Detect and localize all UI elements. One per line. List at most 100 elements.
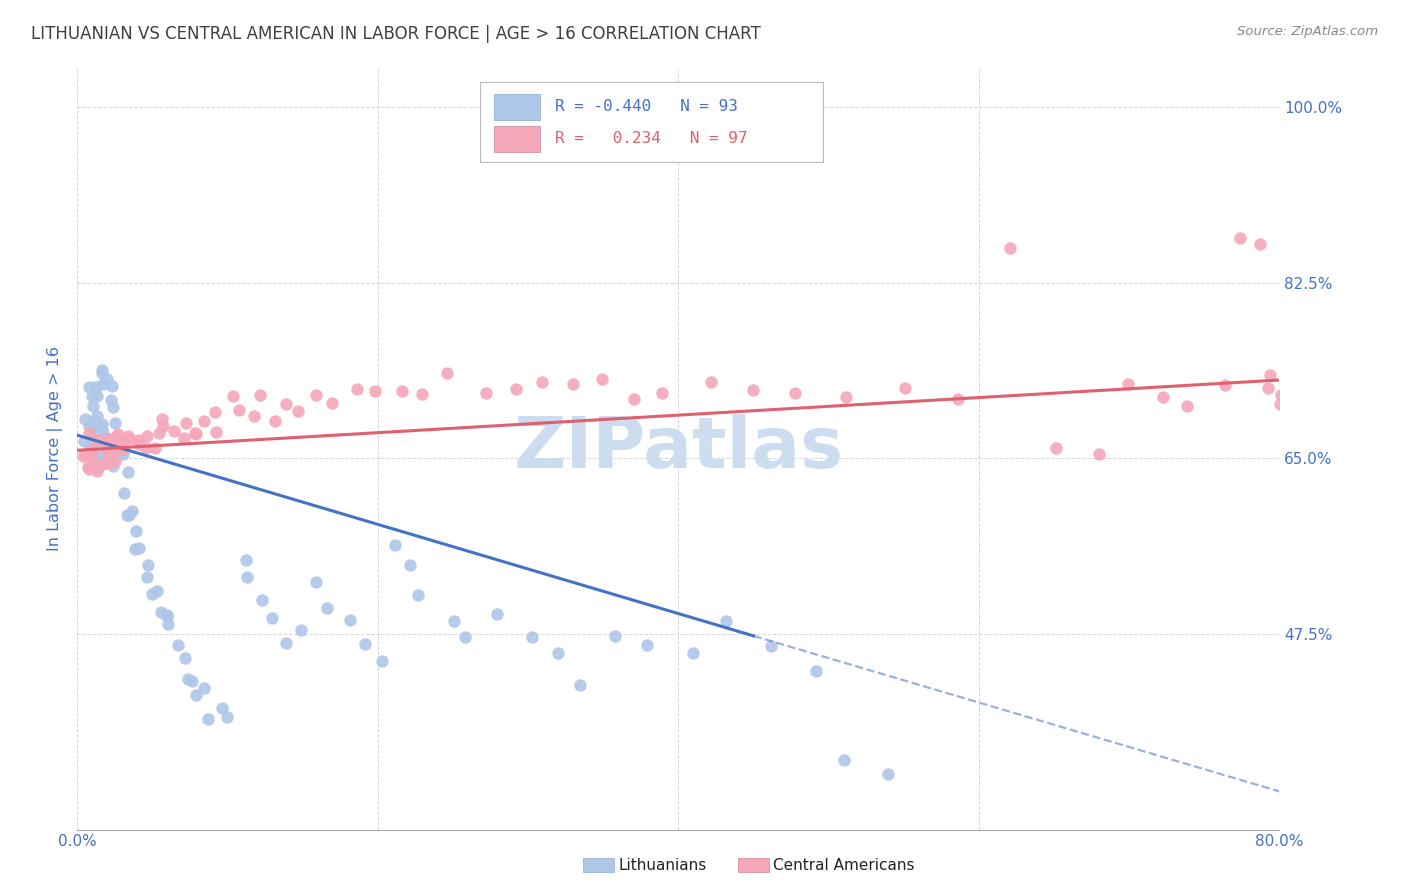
Point <box>522 630 544 644</box>
Point <box>399 558 422 573</box>
Text: R = -0.440   N = 93: R = -0.440 N = 93 <box>554 99 738 114</box>
Point <box>783 386 806 401</box>
Point <box>111 435 134 450</box>
Point <box>346 382 368 396</box>
Point <box>804 664 827 678</box>
Point <box>86 464 108 478</box>
Point <box>287 404 309 418</box>
Point <box>84 380 107 394</box>
Point <box>156 608 179 623</box>
Point <box>406 588 429 602</box>
Point <box>110 442 132 457</box>
Point <box>89 447 111 461</box>
Point <box>321 396 343 410</box>
Point <box>411 387 433 401</box>
Point <box>505 382 527 396</box>
Point <box>80 389 103 403</box>
Point <box>150 606 173 620</box>
Point <box>86 460 108 475</box>
Point <box>94 435 117 450</box>
Point <box>1285 391 1308 405</box>
Point <box>77 380 100 394</box>
Text: R =   0.234   N = 97: R = 0.234 N = 97 <box>554 131 747 146</box>
Point <box>1249 237 1271 252</box>
Point <box>87 419 110 434</box>
Point <box>118 508 141 522</box>
Point <box>290 623 312 637</box>
Point <box>91 377 114 392</box>
Point <box>82 414 104 428</box>
Point <box>86 434 108 448</box>
Point <box>623 392 645 406</box>
Point <box>104 454 127 468</box>
Point <box>260 610 283 624</box>
Bar <box>495 94 540 120</box>
Point <box>315 601 337 615</box>
Point <box>100 432 122 446</box>
Point <box>184 426 207 441</box>
Point <box>1270 388 1292 402</box>
Point <box>1045 442 1067 456</box>
Point <box>591 372 613 386</box>
Point <box>117 429 139 443</box>
Point <box>264 414 287 428</box>
Point <box>83 456 105 470</box>
Point <box>96 443 118 458</box>
Point <box>82 450 104 464</box>
Point <box>75 412 97 426</box>
Point <box>90 422 112 436</box>
Point <box>135 428 157 442</box>
Point <box>948 392 970 406</box>
Point <box>682 646 704 660</box>
Point <box>1313 429 1336 443</box>
FancyBboxPatch shape <box>479 82 823 162</box>
Point <box>894 381 917 395</box>
Point <box>876 767 898 781</box>
Point <box>101 458 124 473</box>
Point <box>759 639 782 653</box>
Point <box>174 651 197 665</box>
Point <box>700 376 723 390</box>
Point <box>1298 429 1320 443</box>
Point <box>1229 231 1251 245</box>
Point <box>364 384 387 399</box>
Point <box>73 448 96 462</box>
Point <box>167 638 190 652</box>
Point <box>243 409 266 423</box>
Point <box>86 409 108 423</box>
Point <box>157 616 180 631</box>
Point <box>77 418 100 433</box>
Point <box>651 386 673 401</box>
Point <box>105 432 128 446</box>
Point <box>125 524 148 538</box>
Point <box>391 384 413 398</box>
Point <box>1289 407 1312 421</box>
Text: LITHUANIAN VS CENTRAL AMERICAN IN LABOR FORCE | AGE > 16 CORRELATION CHART: LITHUANIAN VS CENTRAL AMERICAN IN LABOR … <box>31 25 761 43</box>
Point <box>1152 390 1174 404</box>
Point <box>91 366 114 380</box>
Point <box>443 614 465 628</box>
Point <box>101 401 124 415</box>
Point <box>105 445 128 459</box>
Point <box>1257 381 1279 395</box>
Point <box>97 457 120 471</box>
Point <box>235 552 257 566</box>
Point <box>569 678 592 692</box>
Point <box>152 419 174 434</box>
Point <box>112 442 135 456</box>
Point <box>1213 378 1236 392</box>
Point <box>1289 412 1312 426</box>
Point <box>148 426 170 441</box>
Point <box>100 392 122 407</box>
Point <box>486 607 509 622</box>
Bar <box>495 126 540 152</box>
Point <box>834 753 856 767</box>
Point <box>475 386 498 401</box>
Point <box>96 456 118 470</box>
Text: Source: ZipAtlas.com: Source: ZipAtlas.com <box>1237 25 1378 38</box>
Point <box>1258 368 1281 383</box>
Point <box>163 425 186 439</box>
Point <box>835 390 858 404</box>
Point <box>305 388 328 402</box>
Point <box>77 459 100 474</box>
